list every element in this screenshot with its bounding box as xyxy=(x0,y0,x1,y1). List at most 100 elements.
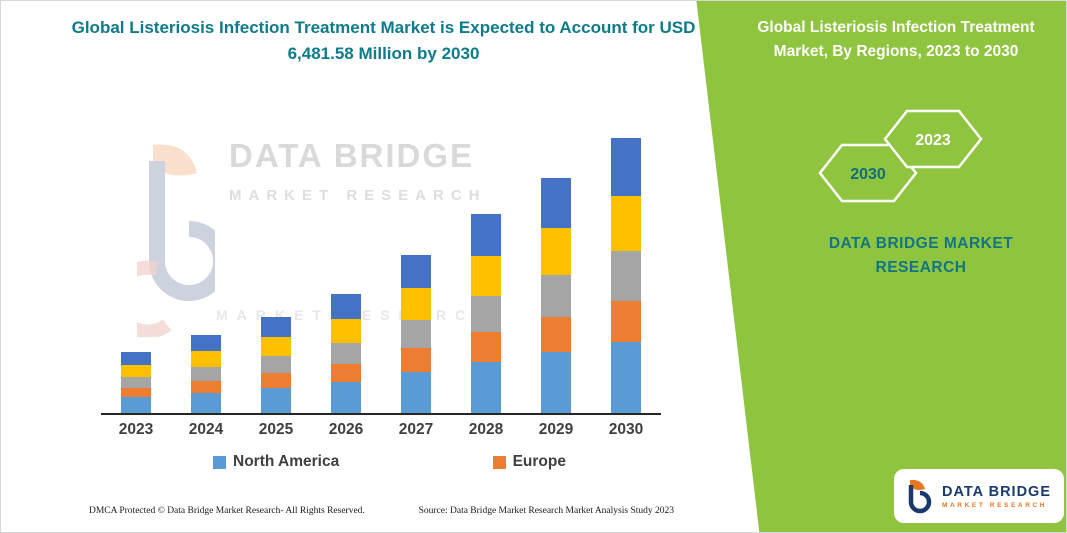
data-bridge-logo-icon xyxy=(908,479,932,514)
hexagon-2023-label: 2023 xyxy=(915,132,951,149)
x-axis-label: 2030 xyxy=(608,421,644,438)
bar-segment xyxy=(471,362,501,413)
logo-card: DATA BRIDGE MARKET RESEARCH xyxy=(894,469,1064,523)
bar-segment xyxy=(121,388,151,397)
footer-dmca-text: DMCA Protected © Data Bridge Market Rese… xyxy=(89,506,365,516)
bar-stack xyxy=(611,138,641,413)
bar-segment xyxy=(331,364,361,382)
x-axis-labels: 2023 2024 2025 2026 2027 2028 2029 2030 xyxy=(101,421,661,439)
brand-text: DATA BRIDGE MARKET RESEARCH xyxy=(828,235,1014,277)
bar-segment xyxy=(191,393,221,413)
bar-segment xyxy=(331,319,361,343)
bar-segment xyxy=(401,255,431,288)
bar-segment xyxy=(401,372,431,413)
footer: DMCA Protected © Data Bridge Market Rese… xyxy=(89,506,674,516)
bar-segment xyxy=(191,381,221,393)
logo-leaf-shape xyxy=(910,479,925,490)
right-panel-title: Global Listeriosis Infection Treatment M… xyxy=(757,19,1035,61)
bar-column-2029 xyxy=(521,178,591,413)
bar-stack xyxy=(121,352,151,413)
bar-segment xyxy=(121,365,151,377)
bar-column-2028 xyxy=(451,214,521,413)
bar-column-2026 xyxy=(311,294,381,413)
bar-segment xyxy=(541,178,571,228)
bar-segment xyxy=(191,351,221,367)
bar-segment xyxy=(191,335,221,351)
bar-segment xyxy=(611,301,641,342)
bar-segment xyxy=(261,373,291,388)
logo-subtitle: MARKET RESEARCH xyxy=(942,501,1048,509)
bar-column-2023 xyxy=(101,352,171,413)
bar-segment xyxy=(121,377,151,388)
bar-segment xyxy=(471,332,501,362)
legend-item-europe: Europe xyxy=(492,453,566,471)
legend-swatch xyxy=(492,455,506,469)
x-axis-label: 2024 xyxy=(188,421,224,438)
bar-segment xyxy=(261,388,291,413)
chart-legend: North America Europe xyxy=(101,453,661,471)
x-axis-label: 2023 xyxy=(118,421,154,438)
bar-segment xyxy=(331,294,361,319)
legend-item-north-america: North America xyxy=(213,453,339,471)
logo-name: DATA BRIDGE xyxy=(942,483,1052,500)
logo-leaf-shape xyxy=(153,144,197,176)
bar-segment xyxy=(401,288,431,320)
bar-segment xyxy=(401,348,431,372)
page-title: Global Listeriosis Infection Treatment M… xyxy=(71,18,696,63)
bar-segment xyxy=(401,320,431,348)
bar-stack xyxy=(331,294,361,413)
bar-segment xyxy=(611,196,641,251)
bar-segment xyxy=(541,228,571,275)
logo-arc-shape xyxy=(137,260,172,337)
bar-stack xyxy=(191,335,221,413)
bar-segment xyxy=(541,317,571,352)
bar-segment xyxy=(471,256,501,296)
bar-segment xyxy=(611,342,641,413)
watermark: DATA BRIDGE MARKET RESEARCH xyxy=(137,137,487,337)
bar-segment xyxy=(261,337,291,356)
x-axis-label: 2026 xyxy=(328,421,364,438)
bar-stack xyxy=(401,255,431,413)
x-axis-label: 2027 xyxy=(398,421,434,438)
bar-segment xyxy=(541,275,571,317)
legend-swatch xyxy=(213,455,226,469)
bar-segment xyxy=(121,352,151,365)
stacked-bar-chart xyxy=(101,121,661,415)
hexagon-2030-label: 2030 xyxy=(850,166,886,183)
data-bridge-logo-watermark-icon xyxy=(137,144,215,337)
bar-stack xyxy=(471,214,501,413)
x-axis-label: 2028 xyxy=(468,421,504,438)
bar-segment xyxy=(471,214,501,256)
bar-segment xyxy=(611,251,641,301)
bar-column-2024 xyxy=(171,335,241,413)
bar-segment xyxy=(261,317,291,337)
bar-segment xyxy=(611,138,641,196)
bar-column-2025 xyxy=(241,317,311,413)
x-axis-label: 2025 xyxy=(258,421,294,438)
logo-text-block: DATA BRIDGE MARKET RESEARCH xyxy=(942,484,1051,509)
x-axis-label: 2029 xyxy=(538,421,574,438)
logo-b-shape xyxy=(149,161,215,301)
watermark-line2: MARKET RESEARCH xyxy=(229,187,487,204)
bar-segment xyxy=(471,296,501,332)
bar-segment xyxy=(261,356,291,373)
watermark-line1: DATA BRIDGE xyxy=(229,137,475,174)
bar-segment xyxy=(331,382,361,413)
bar-column-2030 xyxy=(591,138,661,413)
logo-b-shape xyxy=(908,485,932,514)
bar-stack xyxy=(541,178,571,413)
bar-segment xyxy=(331,343,361,364)
bar-segment xyxy=(191,367,221,381)
bar-segment xyxy=(541,352,571,413)
bar-stack xyxy=(261,317,291,413)
hexagon-2023-outline xyxy=(883,109,983,169)
bar-column-2027 xyxy=(381,255,451,413)
footer-source-text: Source: Data Bridge Market Research Mark… xyxy=(418,506,674,516)
legend-label: North America xyxy=(233,453,340,470)
bar-segment xyxy=(121,397,151,413)
legend-label: Europe xyxy=(512,453,566,470)
watermark-text-block: DATA BRIDGE MARKET RESEARCH xyxy=(229,137,487,337)
year-hexagons: 2030 2023 xyxy=(818,109,983,203)
